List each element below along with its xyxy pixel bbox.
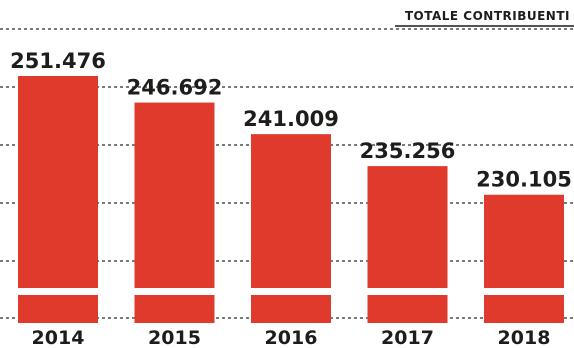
bars: [18, 76, 564, 323]
category-labels: 2014 2015 2016 2017 2018: [32, 327, 551, 348]
value-label: 251.476: [10, 49, 106, 73]
category-label: 2018: [498, 327, 551, 348]
value-labels: 251.476 246.692 241.009 235.256 230.105: [10, 49, 572, 192]
value-label: 241.009: [243, 107, 339, 131]
category-label: 2015: [148, 327, 201, 348]
category-label: 2017: [381, 327, 434, 348]
bar: [484, 194, 564, 323]
bar: [134, 102, 215, 323]
value-label: 246.692: [127, 76, 223, 100]
bar: [251, 134, 331, 323]
bar: [367, 166, 448, 323]
value-label: 235.256: [360, 139, 456, 163]
value-label: 230.105: [476, 168, 572, 192]
category-label: 2016: [265, 327, 318, 348]
bar: [18, 76, 98, 323]
category-label: 2014: [32, 327, 85, 348]
chart-title: TOTALE CONTRIBUENTI: [405, 9, 570, 23]
